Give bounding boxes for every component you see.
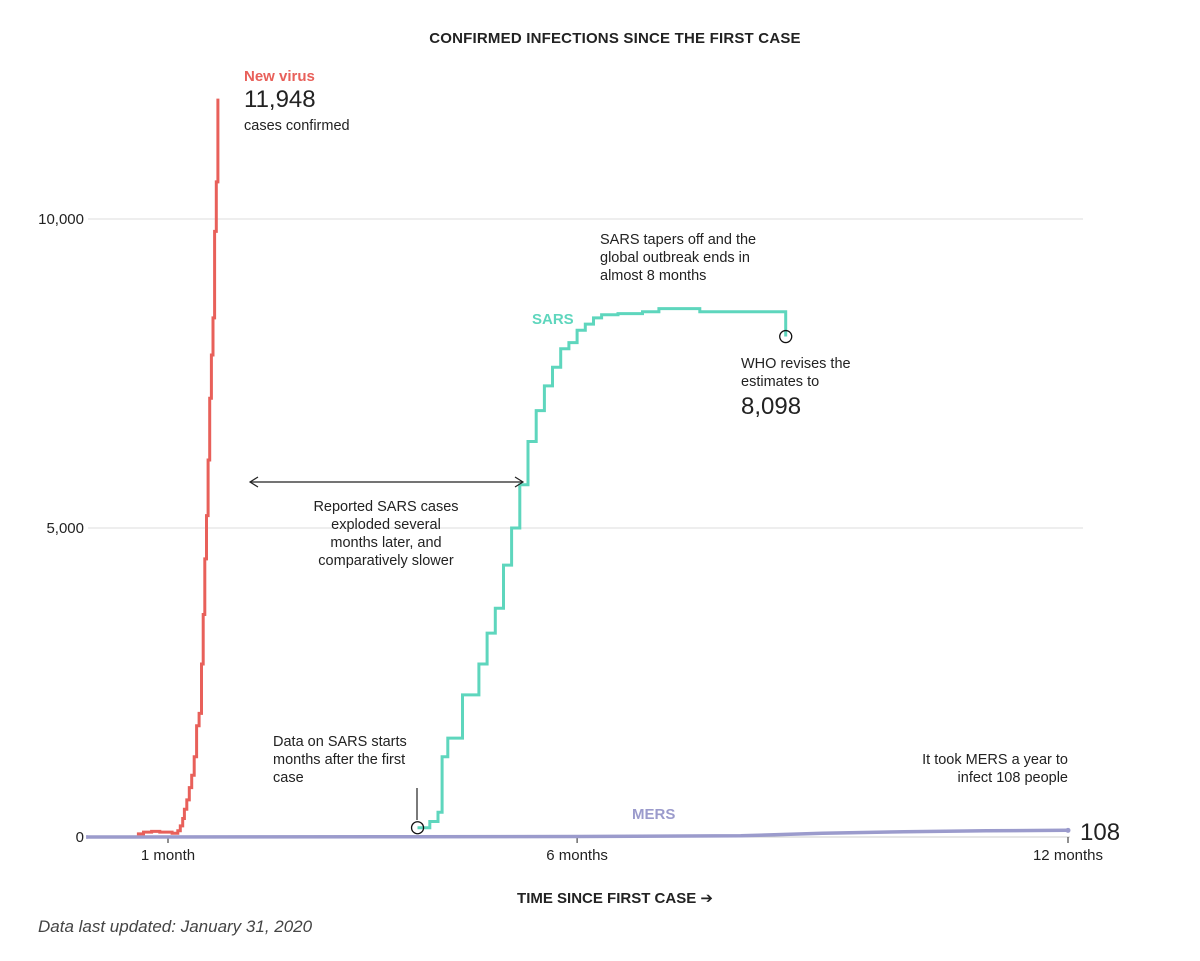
series-line-sars: [417, 307, 788, 830]
double-arrow-icon: [248, 476, 525, 488]
y-tick-label: 5,000: [46, 520, 84, 537]
annotation-mers-line-2: infect 108 people: [958, 770, 1068, 786]
annotation-sars-tapers-line-1: SARS tapers off and the: [600, 232, 756, 248]
annotation-data-on-sars-line-1: Data on SARS starts: [273, 734, 407, 750]
y-tick-label: 10,000: [38, 211, 84, 228]
x-axis: 1 month 6 months 12 months: [88, 836, 1103, 864]
x-tick-label: 12 months: [1033, 847, 1103, 864]
annotation-who-line-1: WHO revises the: [741, 356, 851, 372]
new-virus-count: 11,948: [244, 86, 316, 113]
x-axis-label-text: TIME SINCE FIRST CASE: [517, 890, 696, 907]
series-line-mers: [86, 828, 1069, 839]
sars-start-marker: [410, 821, 425, 835]
annotation-reported-line-1: Reported SARS cases: [313, 499, 458, 515]
grid: [88, 218, 1083, 529]
sars-end-marker: [779, 329, 793, 344]
annotation-data-on-sars-line-3: case: [273, 770, 304, 786]
chart-title: CONFIRMED INFECTIONS SINCE THE FIRST CAS…: [429, 30, 801, 47]
annotation-data-on-sars-line-2: months after the first: [273, 752, 405, 768]
markers: [410, 329, 1071, 835]
x-axis-label: TIME SINCE FIRST CASE ➔: [517, 890, 713, 907]
annotation-who-line-2: estimates to: [741, 374, 819, 390]
series-label-mers: MERS: [632, 806, 675, 823]
annotation-mers-line-1: It took MERS a year to: [922, 752, 1068, 768]
series-line-new-virus: [136, 98, 220, 836]
annotation-sars-tapers-line-2: global outbreak ends in: [600, 250, 750, 266]
mers-end-marker: [1065, 827, 1071, 833]
annotation-reported-line-4: comparatively slower: [318, 553, 454, 569]
series-label-new-virus: New virus: [244, 68, 315, 85]
x-tick-label: 1 month: [141, 847, 195, 864]
x-axis-arrow-icon: ➔: [700, 890, 713, 907]
x-tick-label: 6 months: [546, 847, 608, 864]
series-label-sars: SARS: [532, 311, 574, 328]
annotation-reported-line-3: months later, and: [330, 535, 441, 551]
annotation-sars-tapers-line-3: almost 8 months: [600, 268, 706, 284]
new-virus-count-caption: cases confirmed: [244, 118, 350, 134]
y-axis: 0 5,000 10,000: [38, 211, 84, 846]
annotation-reported-line-2: exploded several: [331, 517, 441, 533]
annotation-who-value: 8,098: [741, 393, 801, 420]
mers-end-value: 108: [1080, 819, 1120, 846]
footer-note: Data last updated: January 31, 2020: [38, 917, 313, 936]
series-lines: [86, 98, 1069, 839]
y-tick-label: 0: [76, 829, 84, 846]
